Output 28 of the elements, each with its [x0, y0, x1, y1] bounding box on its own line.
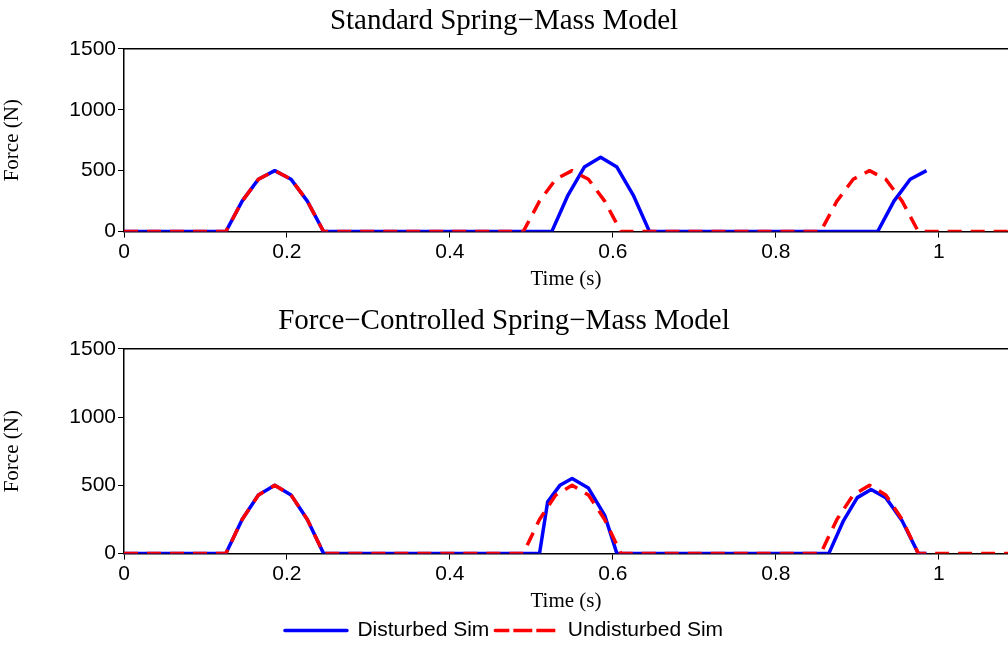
x-tick-label: 0.8 — [761, 239, 791, 262]
x-axis-title: Time (s) — [530, 265, 602, 290]
x-tick-label: 0.4 — [435, 561, 465, 584]
y-tick-label: 500 — [80, 472, 116, 496]
legend-label: Disturbed Sim — [357, 617, 490, 641]
x-tick-label: 0.4 — [435, 239, 465, 262]
x-tick-label: 0.6 — [598, 239, 628, 262]
y-axis-title: Force (N) — [0, 99, 24, 182]
x-tick-label: 0 — [118, 561, 130, 584]
chart-title: Force−Controlled Spring−Mass Model — [278, 303, 730, 336]
x-tick-label: 1 — [932, 239, 945, 262]
x-tick-label: 1 — [932, 561, 945, 584]
x-tick-label: 0.8 — [761, 561, 791, 584]
chart-title: Standard Spring−Mass Model — [329, 3, 679, 36]
y-tick-label: 0 — [104, 540, 116, 564]
y-tick-label: 1000 — [69, 403, 116, 427]
y-tick-label: 0 — [104, 218, 116, 242]
x-tick-label: 0.2 — [272, 561, 302, 584]
y-tick-label: 500 — [80, 157, 116, 181]
x-tick-label: 0.2 — [272, 239, 302, 262]
y-tick-label: 1500 — [69, 35, 116, 59]
y-tick-label: 1500 — [69, 335, 116, 359]
y-axis-title: Force (N) — [0, 410, 24, 493]
x-tick-label: 0.6 — [598, 561, 628, 584]
legend-label: Undisturbed Sim — [567, 617, 724, 641]
y-tick-label: 1000 — [69, 96, 116, 120]
x-tick-label: 0 — [118, 239, 130, 262]
x-axis-title: Time (s) — [530, 587, 602, 612]
